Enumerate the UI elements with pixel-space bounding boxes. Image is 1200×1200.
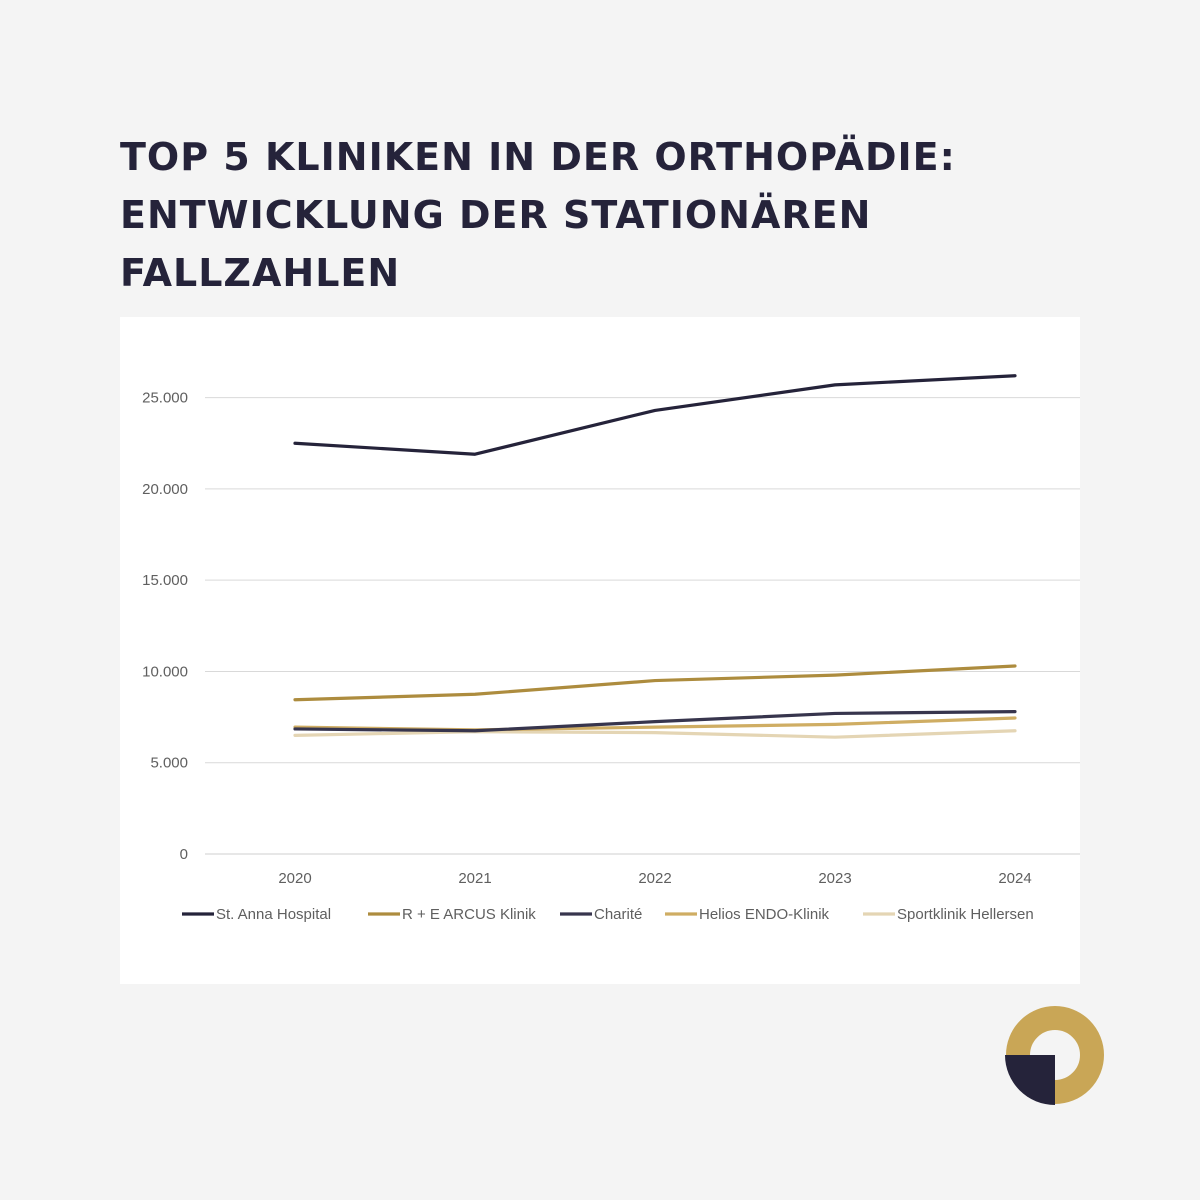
title-line-1: TOP 5 KLINIKEN IN DER ORTHOPÄDIE: [120,135,956,179]
logo-quadrant [1005,1055,1055,1105]
chart-card: 0 5.000 10.000 15.000 20.000 25.000 2020 2021 2… [120,317,1080,984]
series-line [293,716,1017,732]
legend: St. Anna Hospital R + E ARCUS Klinik Chari… [182,906,1034,923]
y-tick-label: 15.000 [142,572,188,589]
y-axis-ticks: 0 5.000 10.000 15.000 20.000 25.000 [142,390,188,863]
legend-label: R + E ARCUS Klinik [402,906,536,923]
x-tick-label: 2023 [818,870,851,887]
y-tick-label: 20.000 [142,481,188,498]
series-line [293,710,1017,733]
title-line-3: FALLZAHLEN [120,251,401,295]
y-tick-label: 5.000 [150,755,188,772]
x-axis-ticks: 2020 2021 2022 2023 2024 [278,870,1031,887]
grid-lines [205,397,1080,855]
y-tick-label: 0 [180,846,188,863]
title-line-2: ENTWICKLUNG DER STATIONÄREN [120,193,872,237]
series-line [293,664,1017,702]
x-tick-label: 2024 [998,870,1031,887]
brand-logo [1005,1006,1104,1105]
x-tick-label: 2022 [638,870,671,887]
series-line [293,729,1017,739]
legend-label: Sportklinik Hellersen [897,906,1034,923]
legend-label: Charité [594,906,642,923]
y-tick-label: 25.000 [142,390,188,407]
y-tick-label: 10.000 [142,663,188,680]
page-title: TOP 5 KLINIKEN IN DER ORTHOPÄDIE: ENTWIC… [120,128,1080,302]
legend-label: Helios ENDO-Klinik [699,906,830,923]
series-line [293,374,1017,456]
x-tick-label: 2021 [458,870,491,887]
legend-label: St. Anna Hospital [216,906,331,923]
series-lines [293,374,1017,739]
x-tick-label: 2020 [278,870,311,887]
